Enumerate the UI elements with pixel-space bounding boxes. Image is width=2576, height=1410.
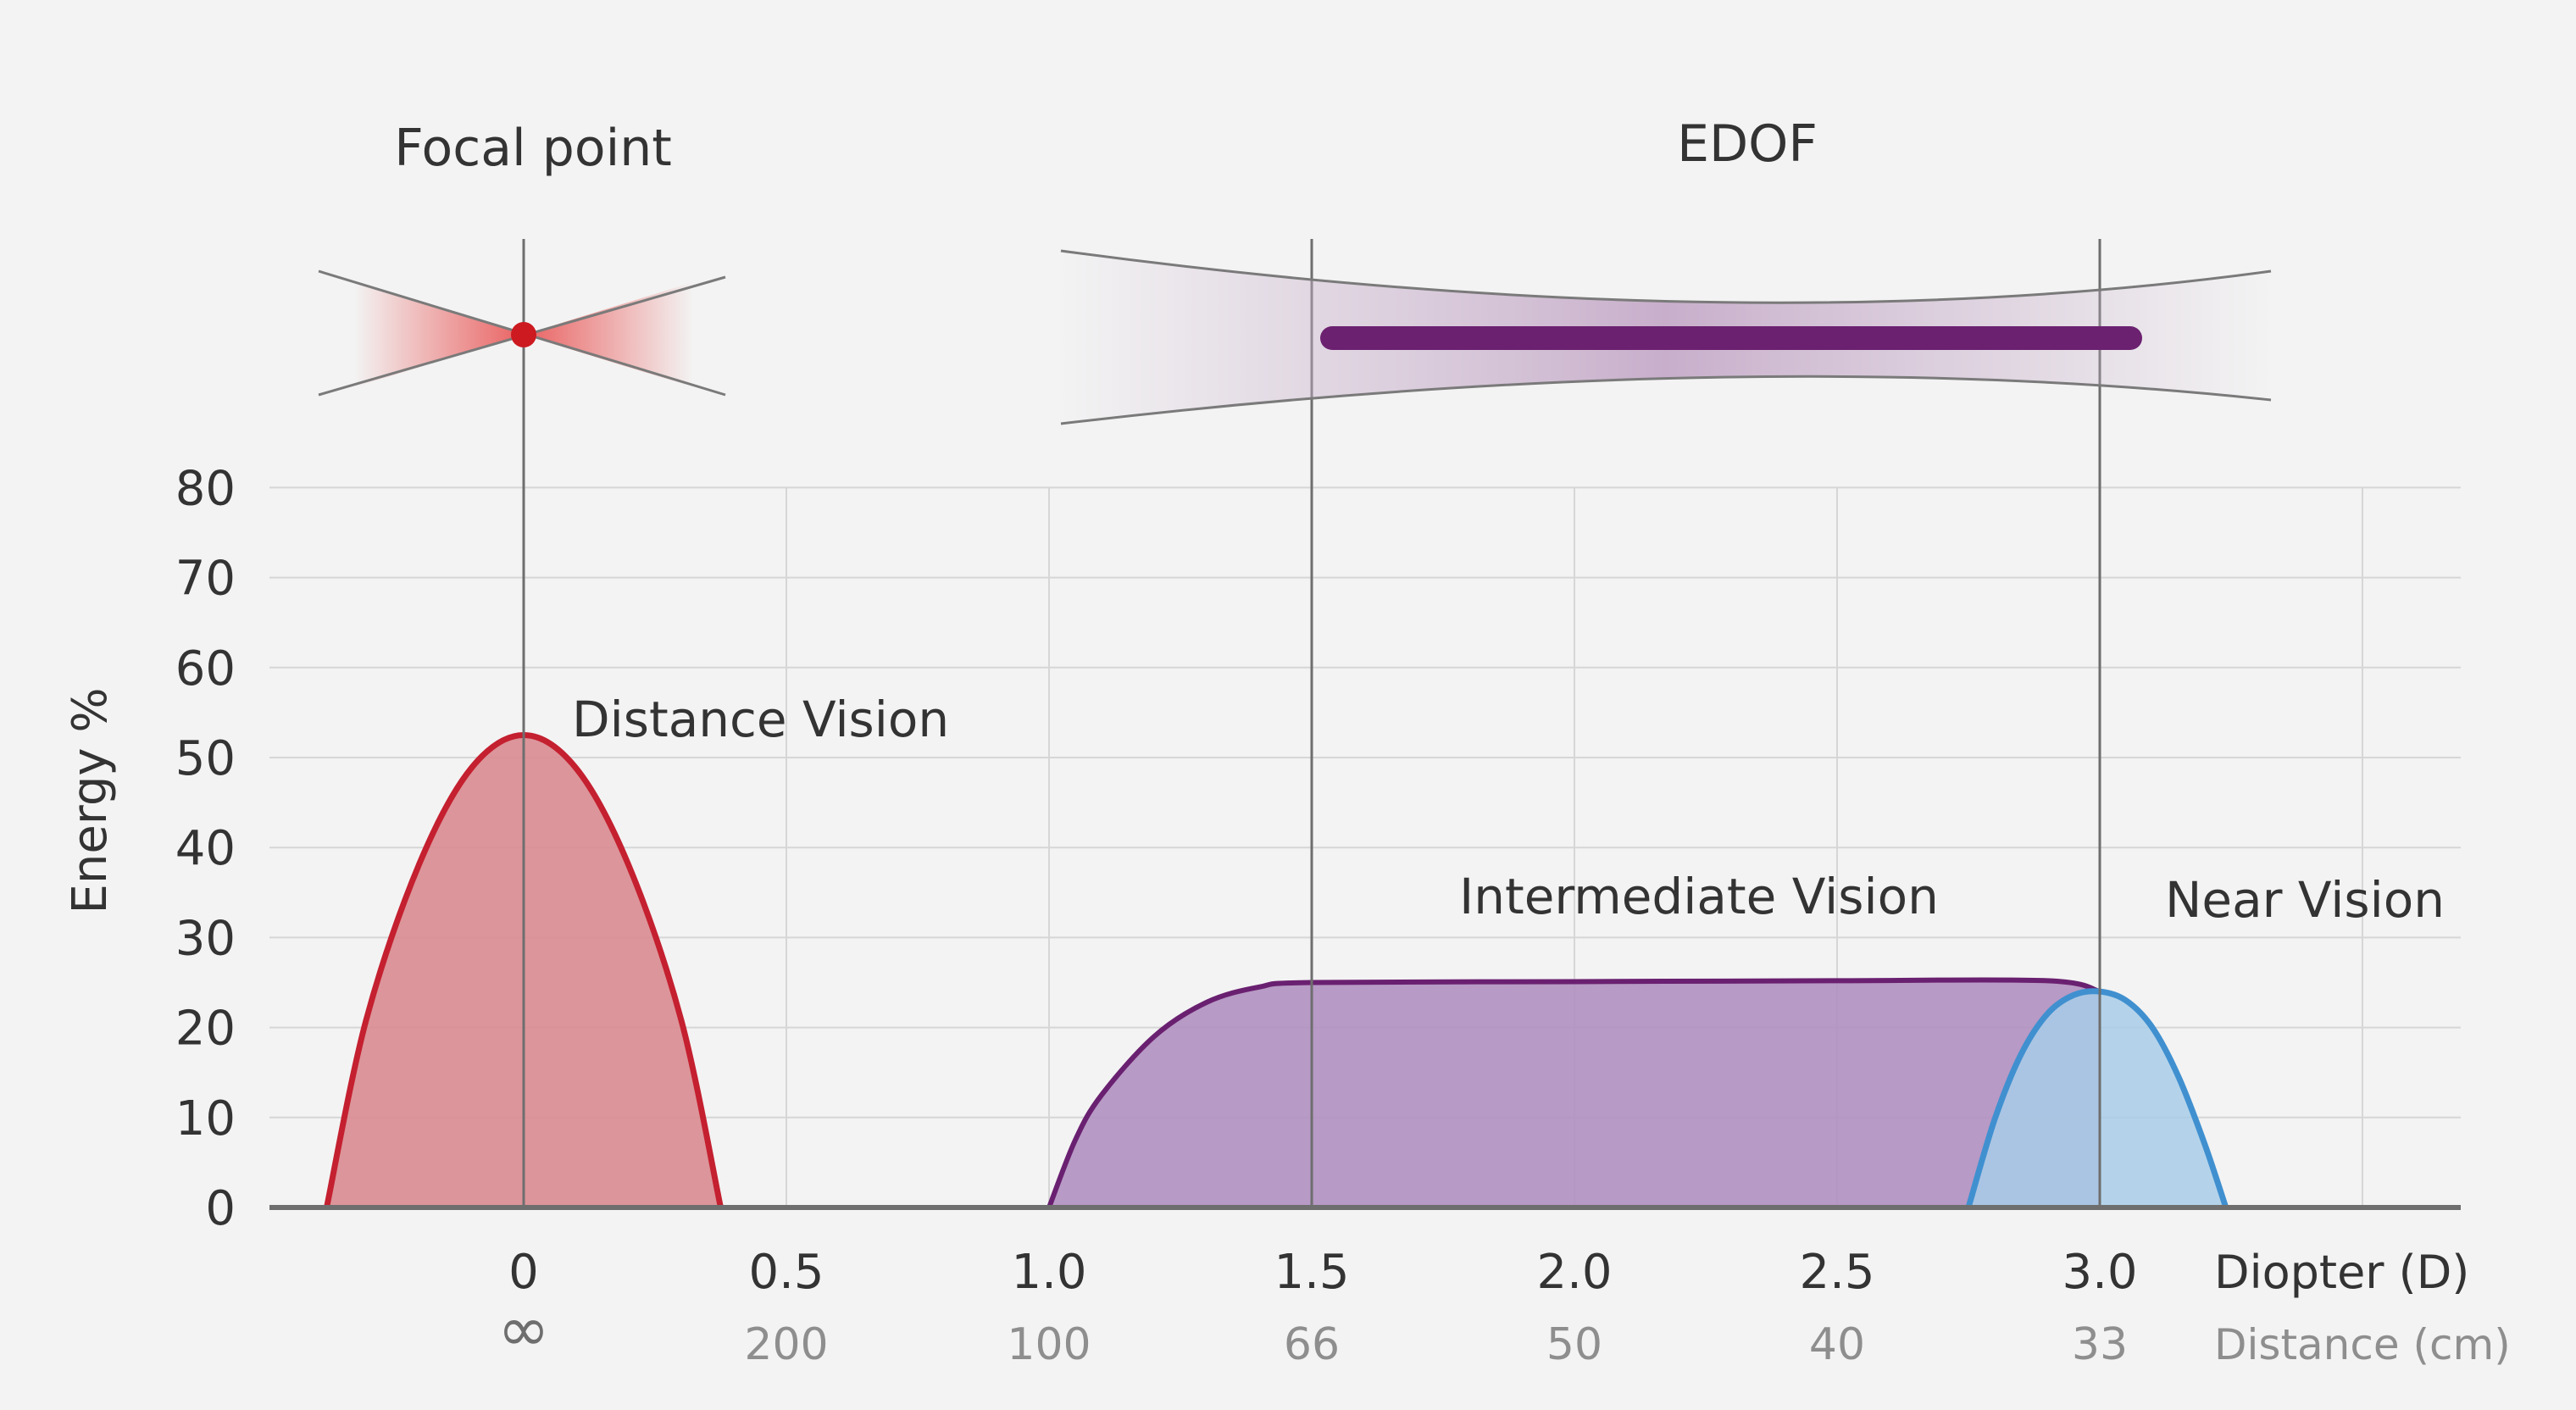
text-layer: Focal point EDOF Energy % Distance Visio… [63,114,2511,1369]
tick-labels: 010203040506070800∞0.52001.01001.5662.05… [175,461,2138,1370]
series-label-distance-vision: Distance Vision [572,691,949,748]
y-tick-label-40: 40 [175,821,236,876]
focal-cone-right [524,282,693,387]
y-tick-label-20: 20 [175,1002,236,1057]
x-tick-distance-1: 100 [1007,1319,1091,1370]
edof-beam-bottom [1060,375,2272,425]
x-tick-distance-0: ∞ [497,1293,550,1366]
x-tick-distance-2: 50 [1546,1319,1602,1370]
y-tick-label-60: 60 [175,641,236,697]
focal-point-dot [511,322,536,347]
vertical-markers [269,239,2461,1210]
y-tick-label-50: 50 [175,731,236,786]
x-unit-distance: Distance (cm) [2214,1320,2511,1369]
y-tick-label-80: 80 [175,461,236,516]
y-tick-label-0: 0 [205,1181,236,1236]
series-label-intermediate-vision: Intermediate Vision [1459,868,1939,925]
series-label-near-vision: Near Vision [2165,871,2445,929]
x-tick-diopter-2-5: 2.5 [1799,1245,1874,1300]
edof-illustration [1060,249,2272,425]
y-tick-label-10: 10 [175,1091,236,1146]
x-tick-distance-0-5: 200 [744,1319,828,1370]
x-tick-diopter-2: 2.0 [1536,1245,1612,1300]
areas [324,731,2229,1209]
x-tick-distance-2-5: 40 [1809,1319,1865,1370]
edof-beam-top [1060,249,2272,304]
header-focal-point: Focal point [394,119,672,178]
x-tick-diopter-0: 0 [508,1245,539,1300]
x-tick-distance-1-5: 66 [1284,1319,1340,1370]
x-unit-diopter: Diopter (D) [2214,1246,2469,1299]
y-axis-label: Energy % [63,687,118,913]
x-tick-diopter-3: 3.0 [2062,1245,2137,1300]
y-tick-label-30: 30 [175,911,236,966]
x-tick-distance-3: 33 [2072,1319,2128,1370]
intermediate-vision-area [1049,980,2100,1207]
focal-point-illustration [318,269,726,397]
x-tick-diopter-1-5: 1.5 [1274,1245,1349,1300]
x-tick-diopter-1: 1.0 [1011,1245,1086,1300]
x-tick-diopter-0-5: 0.5 [748,1245,824,1300]
y-tick-label-70: 70 [175,552,236,607]
focal-cone-left [354,282,524,387]
header-edof: EDOF [1677,114,1818,174]
